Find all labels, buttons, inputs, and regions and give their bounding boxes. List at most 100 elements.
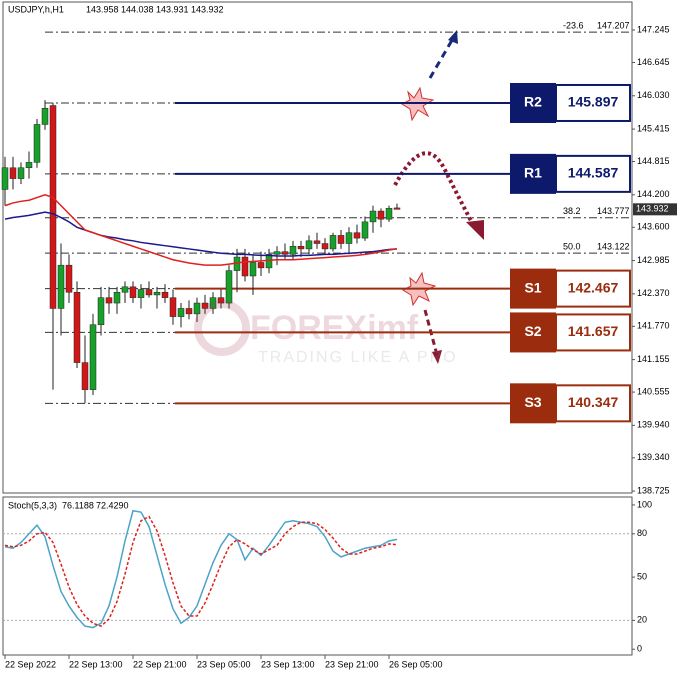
level-tag — [510, 82, 556, 123]
y-tick-label: 145.415 — [637, 123, 670, 133]
x-tick-label: 23 Sep 13:00 — [261, 659, 315, 669]
candle-body — [273, 251, 281, 255]
candle-body — [81, 362, 89, 390]
header-close: 143.932 — [191, 4, 224, 14]
candle-body — [65, 264, 73, 293]
stoch-signal-value: 72.4290 — [96, 500, 129, 510]
level-box — [555, 384, 631, 423]
x-tick-label: 23 Sep 05:00 — [197, 659, 251, 669]
candle-body — [161, 291, 169, 298]
y-tick-label: 139.940 — [637, 420, 670, 430]
candle-body — [153, 291, 161, 296]
candle-body — [385, 208, 393, 220]
candle-body — [217, 297, 225, 304]
arrow-curve — [393, 151, 477, 229]
indicator-line — [4, 211, 398, 257]
stoch-title: Stoch(5,3,3) — [8, 500, 57, 510]
level-name: S2 — [524, 323, 541, 339]
indicator-line — [4, 509, 398, 629]
price-tag — [633, 203, 677, 216]
candle-body — [169, 297, 177, 317]
level-value: 141.657 — [568, 323, 619, 339]
candle-body — [137, 289, 145, 298]
candle-body — [361, 221, 369, 239]
candle-body — [281, 251, 289, 255]
y-tick-label: 139.340 — [637, 452, 670, 462]
candle-body — [225, 270, 233, 304]
x-tick-label: 22 Sep 21:00 — [133, 659, 187, 669]
watermark-logo — [194, 300, 250, 356]
y-tick-label: 100 — [637, 499, 652, 509]
candle-body — [25, 162, 33, 169]
header-high: 144.038 — [121, 4, 154, 14]
y-tick-label: 20 — [637, 615, 647, 625]
fibo-value: 143.777 — [597, 206, 630, 216]
candle-body — [209, 297, 217, 309]
arrowhead — [466, 220, 484, 240]
candle-body — [201, 302, 209, 309]
y-tick-label: 143.600 — [637, 222, 670, 232]
candle-body — [41, 107, 49, 125]
watermark-tagline: TRADING LIKE A PRO — [258, 349, 458, 366]
y-tick-label: 144.815 — [637, 156, 670, 166]
candle-body — [369, 210, 377, 223]
price-pane-frame — [2, 1, 633, 494]
candle-body — [329, 235, 337, 250]
y-tick-label: 142.985 — [637, 255, 670, 265]
level-value: 142.467 — [568, 279, 619, 295]
x-tick-label: 26 Sep 05:00 — [389, 659, 443, 669]
level-box — [555, 83, 631, 122]
candle-body — [121, 286, 129, 293]
arrowhead — [448, 30, 458, 44]
y-tick-label: 50 — [637, 571, 647, 581]
candle-body — [257, 262, 265, 269]
y-tick-label: 80 — [637, 528, 647, 538]
y-tick-label: 141.770 — [637, 321, 670, 331]
fibo-value: 147.207 — [597, 20, 630, 30]
level-tag — [510, 312, 556, 353]
candle-body — [305, 240, 313, 250]
candle-body — [89, 324, 97, 390]
stoch-pane-frame — [2, 496, 633, 656]
candle-body — [337, 235, 345, 244]
level-box — [555, 269, 631, 308]
fibo-level: 38.2 — [563, 206, 581, 216]
candle-body — [177, 308, 185, 317]
candle-body — [297, 245, 305, 250]
candle-body — [377, 210, 385, 220]
price-tag-label: 143.932 — [636, 204, 669, 214]
y-tick-label: 0 — [637, 644, 642, 654]
arrowhead — [432, 350, 442, 364]
x-tick-label: 22 Sep 13:00 — [69, 659, 123, 669]
y-tick-label: 141.155 — [637, 354, 670, 364]
candle-body — [105, 297, 113, 304]
y-tick-label: 147.245 — [637, 24, 670, 34]
level-name: S3 — [524, 394, 541, 410]
level-name: R1 — [524, 165, 542, 181]
candle-body — [49, 105, 57, 309]
level-value: 144.587 — [568, 165, 619, 181]
candle-body — [57, 264, 65, 309]
candle-body — [73, 291, 81, 363]
level-box — [555, 154, 631, 193]
candle-body — [113, 291, 121, 304]
y-tick-label: 144.200 — [637, 189, 670, 199]
fibo-level: -23.6 — [563, 20, 584, 30]
candle-body — [1, 167, 9, 190]
candle-body — [353, 232, 361, 239]
level-tag — [510, 383, 556, 424]
level-tag — [510, 153, 556, 194]
candle-body — [145, 289, 153, 296]
indicator-line — [4, 194, 398, 266]
stoch-main-value: 76.1188 — [62, 500, 94, 510]
y-tick-label: 146.030 — [637, 90, 670, 100]
candle-body — [289, 245, 297, 255]
level-name: S1 — [524, 279, 541, 295]
candle-body — [17, 167, 25, 179]
candle-body — [9, 167, 17, 179]
y-tick-label: 138.725 — [637, 485, 670, 495]
candle-body — [393, 207, 401, 210]
candle-body — [249, 262, 257, 277]
candle-body — [313, 240, 321, 244]
